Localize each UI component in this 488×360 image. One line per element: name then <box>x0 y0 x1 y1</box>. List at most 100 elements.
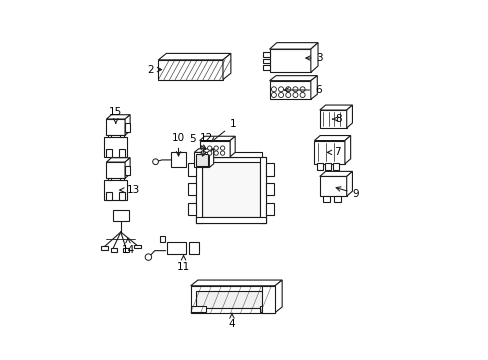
Bar <box>260 157 265 223</box>
Bar <box>263 65 269 69</box>
Bar <box>106 162 125 178</box>
Circle shape <box>201 151 205 155</box>
Polygon shape <box>346 171 352 196</box>
Bar <box>107 178 111 180</box>
Text: 4: 4 <box>228 314 235 329</box>
Text: 6: 6 <box>284 85 321 95</box>
Bar <box>263 59 269 63</box>
Circle shape <box>201 146 205 150</box>
Polygon shape <box>158 53 230 60</box>
Bar <box>188 203 196 215</box>
Bar <box>188 242 199 253</box>
Polygon shape <box>223 53 230 80</box>
Bar <box>199 152 262 157</box>
Bar <box>332 163 338 170</box>
Text: 9: 9 <box>335 187 358 199</box>
Circle shape <box>207 151 211 155</box>
Circle shape <box>300 93 305 98</box>
Bar <box>104 180 127 200</box>
Bar <box>106 119 125 135</box>
Polygon shape <box>314 135 350 140</box>
Bar <box>190 286 274 313</box>
Bar <box>125 123 130 132</box>
Bar <box>265 163 273 176</box>
Bar <box>119 149 125 157</box>
Bar <box>199 140 230 157</box>
Bar <box>196 157 202 223</box>
Polygon shape <box>274 280 282 313</box>
Bar <box>113 210 128 221</box>
Circle shape <box>214 146 218 150</box>
Circle shape <box>271 93 276 98</box>
Circle shape <box>145 254 151 260</box>
Polygon shape <box>194 149 213 152</box>
Circle shape <box>220 146 224 150</box>
Bar <box>167 242 185 253</box>
Bar <box>269 49 310 72</box>
Polygon shape <box>319 171 352 176</box>
Bar <box>194 152 209 167</box>
Polygon shape <box>209 149 213 167</box>
Bar <box>319 110 346 128</box>
Text: 1: 1 <box>211 120 236 141</box>
Polygon shape <box>199 136 235 140</box>
Bar <box>134 244 140 248</box>
Text: 13: 13 <box>120 185 140 195</box>
Bar <box>105 149 112 157</box>
Polygon shape <box>106 115 130 119</box>
Text: 8: 8 <box>332 114 341 124</box>
Polygon shape <box>344 135 350 164</box>
Bar <box>122 248 129 252</box>
Polygon shape <box>125 158 130 178</box>
Text: 3: 3 <box>305 53 323 63</box>
Bar <box>319 176 346 196</box>
Circle shape <box>285 93 290 98</box>
Circle shape <box>300 87 305 92</box>
Bar <box>263 52 269 57</box>
Circle shape <box>214 151 218 155</box>
Text: 2: 2 <box>147 64 162 75</box>
Bar <box>158 60 223 80</box>
Bar <box>188 163 196 176</box>
Polygon shape <box>125 115 130 135</box>
Bar <box>119 192 125 200</box>
Bar <box>262 286 274 313</box>
Bar <box>202 162 260 217</box>
Polygon shape <box>230 136 235 157</box>
Circle shape <box>271 87 276 92</box>
Text: 15: 15 <box>109 107 122 123</box>
Bar <box>188 183 196 195</box>
Circle shape <box>285 87 290 92</box>
Circle shape <box>207 146 211 150</box>
Polygon shape <box>319 105 352 110</box>
Bar <box>269 81 310 99</box>
Bar <box>196 154 207 166</box>
Bar <box>105 192 112 200</box>
Text: 14: 14 <box>121 238 134 255</box>
Circle shape <box>278 93 283 98</box>
Circle shape <box>278 87 283 92</box>
Polygon shape <box>269 42 317 49</box>
Bar <box>171 152 185 167</box>
Bar <box>195 291 269 308</box>
Bar <box>191 306 205 312</box>
Text: 12: 12 <box>199 133 212 156</box>
Polygon shape <box>310 42 317 72</box>
Polygon shape <box>106 158 130 162</box>
Bar <box>260 306 274 312</box>
Polygon shape <box>346 105 352 128</box>
Polygon shape <box>190 280 282 286</box>
Polygon shape <box>159 236 165 242</box>
Bar <box>333 196 340 202</box>
Bar <box>101 246 107 250</box>
Bar <box>314 140 344 164</box>
Text: 11: 11 <box>177 256 190 272</box>
Polygon shape <box>310 76 317 99</box>
Circle shape <box>152 159 158 165</box>
Bar <box>120 135 123 137</box>
Circle shape <box>292 87 297 92</box>
Text: 10: 10 <box>172 133 184 156</box>
Circle shape <box>220 151 224 155</box>
Bar <box>104 137 127 157</box>
Text: 5: 5 <box>189 134 205 149</box>
